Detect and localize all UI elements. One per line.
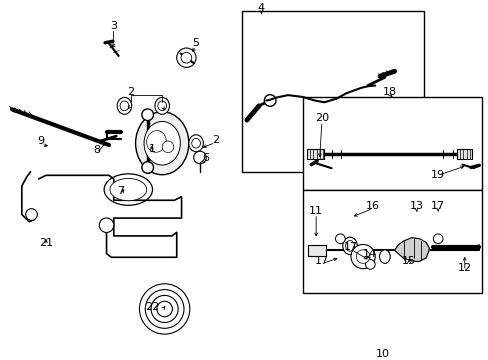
Text: 4: 4 — [257, 3, 264, 13]
Circle shape — [193, 151, 206, 164]
Text: 6: 6 — [202, 153, 209, 162]
Ellipse shape — [155, 97, 169, 114]
Circle shape — [335, 234, 345, 244]
Circle shape — [142, 109, 153, 121]
Text: 18: 18 — [382, 86, 396, 96]
Text: 10: 10 — [375, 348, 388, 359]
Circle shape — [99, 218, 114, 233]
Text: 3: 3 — [110, 21, 117, 31]
Ellipse shape — [144, 121, 180, 165]
Text: 22: 22 — [145, 302, 159, 312]
Text: 14: 14 — [363, 249, 377, 259]
Ellipse shape — [158, 101, 166, 111]
Text: 13: 13 — [408, 201, 423, 211]
Polygon shape — [394, 238, 428, 262]
Text: 17: 17 — [343, 242, 357, 252]
Bar — [302, 97, 481, 190]
Ellipse shape — [379, 250, 389, 264]
Circle shape — [356, 250, 369, 264]
Circle shape — [365, 260, 374, 269]
Text: 7: 7 — [117, 186, 124, 196]
Ellipse shape — [146, 131, 166, 152]
Text: 2: 2 — [127, 86, 134, 96]
Circle shape — [162, 141, 173, 153]
Bar — [308, 245, 325, 256]
Circle shape — [142, 162, 153, 173]
Bar — [456, 149, 471, 159]
Ellipse shape — [117, 97, 131, 114]
Circle shape — [264, 95, 275, 106]
Text: 20: 20 — [314, 113, 328, 123]
Ellipse shape — [104, 174, 152, 205]
Text: 19: 19 — [430, 170, 444, 180]
Text: 21: 21 — [39, 238, 53, 248]
Circle shape — [432, 234, 442, 244]
Ellipse shape — [135, 112, 188, 175]
Ellipse shape — [110, 179, 146, 201]
Text: 11: 11 — [308, 206, 323, 216]
Text: 12: 12 — [457, 263, 471, 273]
Ellipse shape — [345, 240, 354, 251]
Text: 8: 8 — [93, 145, 100, 156]
Text: 1: 1 — [149, 144, 156, 154]
Ellipse shape — [120, 101, 128, 111]
Ellipse shape — [181, 53, 191, 63]
Ellipse shape — [176, 48, 196, 67]
Text: 16: 16 — [365, 201, 379, 211]
Ellipse shape — [191, 138, 200, 148]
Text: 15: 15 — [401, 256, 415, 266]
Bar — [242, 12, 423, 172]
Circle shape — [350, 244, 374, 269]
Text: 5: 5 — [192, 39, 199, 49]
Bar — [307, 149, 324, 159]
Ellipse shape — [342, 237, 357, 255]
Circle shape — [26, 209, 37, 220]
Bar — [302, 190, 481, 293]
Text: 17: 17 — [314, 256, 328, 266]
Text: 17: 17 — [430, 201, 444, 211]
Text: 9: 9 — [38, 136, 45, 147]
Text: 2: 2 — [211, 135, 219, 145]
Ellipse shape — [188, 135, 203, 152]
